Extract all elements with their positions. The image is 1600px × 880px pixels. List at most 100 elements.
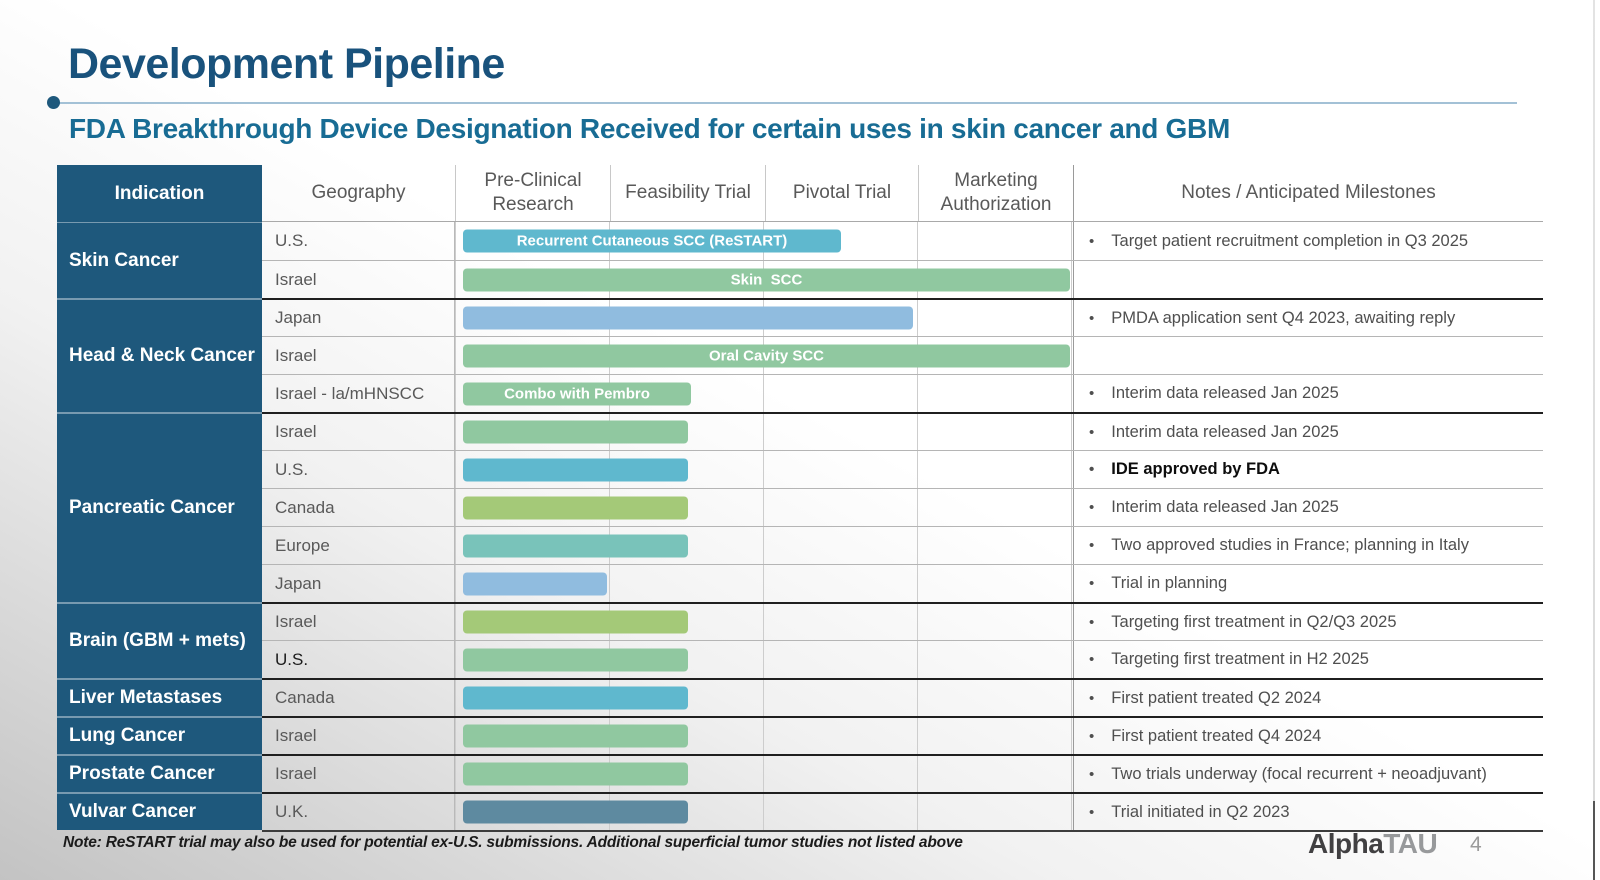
bullet-icon: • [1089, 613, 1095, 631]
table-row: U.K. • Trial initiated in Q2 2023 [262, 792, 1543, 830]
table-row: Israel • First patient treated Q4 2024 [262, 716, 1543, 754]
indication-cell: Skin Cancer [57, 222, 262, 298]
pipeline-bar: Oral Cavity SCC [463, 344, 1070, 367]
bullet-icon: • [1089, 537, 1095, 554]
indication-cell: Prostate Cancer [57, 754, 262, 792]
pivotal-header: Pivotal Trial [765, 165, 918, 221]
note-text: Targeting first treatment in Q2/Q3 2025 [1111, 612, 1397, 631]
bullet-icon: • [1089, 499, 1095, 516]
geography-cell: U.K. [262, 794, 455, 830]
stage-area: Combo with Pembro [455, 375, 1073, 412]
stage-area [455, 451, 1073, 488]
note-cell: • Interim data released Jan 2025 [1073, 375, 1543, 412]
note-cell: • Targeting first treatment in H2 2025 [1073, 641, 1543, 678]
pipeline-bar [463, 496, 688, 519]
note-text: IDE approved by FDA [1111, 460, 1280, 478]
bullet-icon: • [1089, 803, 1095, 821]
stage-area [455, 489, 1073, 526]
note-text: First patient treated Q4 2024 [1111, 726, 1322, 745]
bullet-icon: • [1089, 385, 1095, 402]
geography-cell: Israel - la/mHNSCC [262, 375, 455, 412]
note-text: Two approved studies in France; planning… [1111, 536, 1469, 554]
table-row: Canada • Interim data released Jan 2025 [262, 488, 1543, 526]
table-row: U.S. • Targeting first treatment in H2 2… [262, 640, 1543, 678]
table-body: Geography Pre-Clinical Research Feasibil… [262, 165, 1543, 832]
indication-cell: Vulvar Cancer [57, 792, 262, 830]
note-text: Targeting first treatment in H2 2025 [1111, 650, 1369, 668]
note-cell: • Targeting first treatment in Q2/Q3 202… [1073, 604, 1543, 640]
note-cell: • Interim data released Jan 2025 [1073, 414, 1543, 450]
note-cell: • Two approved studies in France; planni… [1073, 527, 1543, 564]
stage-area: Recurrent Cutaneous SCC (ReSTART) [455, 222, 1073, 260]
geography-cell: Japan [262, 565, 455, 602]
table-row: Europe • Two approved studies in France;… [262, 526, 1543, 564]
title-bullet-dot-icon [47, 96, 60, 109]
stage-area [455, 641, 1073, 678]
preclinical-header: Pre-Clinical Research [455, 165, 610, 221]
pipeline-bar: Combo with Pembro [463, 382, 691, 405]
stage-area: Skin SCC [455, 261, 1073, 298]
indication-header: Indication [57, 165, 262, 222]
note-text: Interim data released Jan 2025 [1111, 384, 1339, 402]
pipeline-bar [463, 534, 688, 557]
note-cell: • Two trials underway (focal recurrent +… [1073, 756, 1543, 792]
indication-cell: Brain (GBM + mets) [57, 602, 262, 678]
stage-area [455, 718, 1073, 754]
note-cell: • First patient treated Q2 2024 [1073, 680, 1543, 716]
note-cell: • IDE approved by FDA [1073, 451, 1543, 488]
pipeline-bar: Skin SCC [463, 268, 1070, 291]
geography-cell: Israel [262, 414, 455, 450]
bullet-icon: • [1089, 309, 1095, 327]
bullet-icon: • [1089, 423, 1095, 441]
geography-cell: Israel [262, 261, 455, 298]
geography-cell: U.S. [262, 451, 455, 488]
indication-column: Indication Skin Cancer Head & Neck Cancer… [57, 165, 262, 832]
note-cell: • PMDA application sent Q4 2023, awaitin… [1073, 300, 1543, 336]
alphatau-logo: AlphaTAU [1308, 828, 1438, 860]
indication-cell: Head & Neck Cancer [57, 298, 262, 412]
bullet-icon: • [1089, 765, 1095, 783]
note-cell: • Interim data released Jan 2025 [1073, 489, 1543, 526]
notes-header: Notes / Anticipated Milestones [1073, 165, 1543, 221]
bullet-icon: • [1089, 575, 1095, 592]
table-row: Israel Oral Cavity SCC • [262, 336, 1543, 374]
stage-area [455, 527, 1073, 564]
table-row: Canada • First patient treated Q2 2024 [262, 678, 1543, 716]
table-row: Israel - la/mHNSCC Combo with Pembro • I… [262, 374, 1543, 412]
stage-area [455, 680, 1073, 716]
table-row: U.S. • IDE approved by FDA [262, 450, 1543, 488]
logo-alpha: Alpha [1308, 828, 1384, 859]
table-row: Israel Skin SCC • [262, 260, 1543, 298]
geography-cell: Canada [262, 489, 455, 526]
bullet-icon: • [1089, 232, 1095, 250]
note-text: Trial initiated in Q2 2023 [1111, 802, 1290, 821]
geography-cell: Europe [262, 527, 455, 564]
pipeline-bar [463, 724, 688, 748]
pipeline-bar [463, 306, 913, 330]
page-number: 4 [1470, 833, 1482, 856]
stage-area [455, 794, 1073, 830]
table-row: Israel • Two trials underway (focal recu… [262, 754, 1543, 792]
pipeline-bar: Recurrent Cutaneous SCC (ReSTART) [463, 229, 841, 253]
note-cell: • [1073, 337, 1543, 374]
note-text: Interim data released Jan 2025 [1111, 422, 1339, 441]
note-cell: • [1073, 261, 1543, 298]
table-row: Israel • Interim data released Jan 2025 [262, 412, 1543, 450]
geography-cell: Japan [262, 300, 455, 336]
footnote: Note: ReSTART trial may also be used for… [63, 834, 963, 851]
note-text: Two trials underway (focal recurrent + n… [1111, 764, 1487, 783]
geography-header: Geography [311, 182, 406, 204]
stage-area [455, 565, 1073, 602]
title-underline [57, 102, 1517, 104]
stage-area: Oral Cavity SCC [455, 337, 1073, 374]
note-text: Trial in planning [1111, 574, 1228, 592]
pipeline-table: Indication Skin Cancer Head & Neck Cancer… [57, 165, 1543, 832]
geography-cell: Israel [262, 337, 455, 374]
indication-cell: Pancreatic Cancer [57, 412, 262, 602]
geography-cell: U.S. [262, 222, 455, 260]
bullet-icon: • [1089, 727, 1095, 745]
note-cell: • Trial in planning [1073, 565, 1543, 602]
pipeline-bar [463, 648, 688, 671]
stage-area [455, 756, 1073, 792]
slide-subtitle: FDA Breakthrough Device Designation Rece… [69, 113, 1230, 144]
